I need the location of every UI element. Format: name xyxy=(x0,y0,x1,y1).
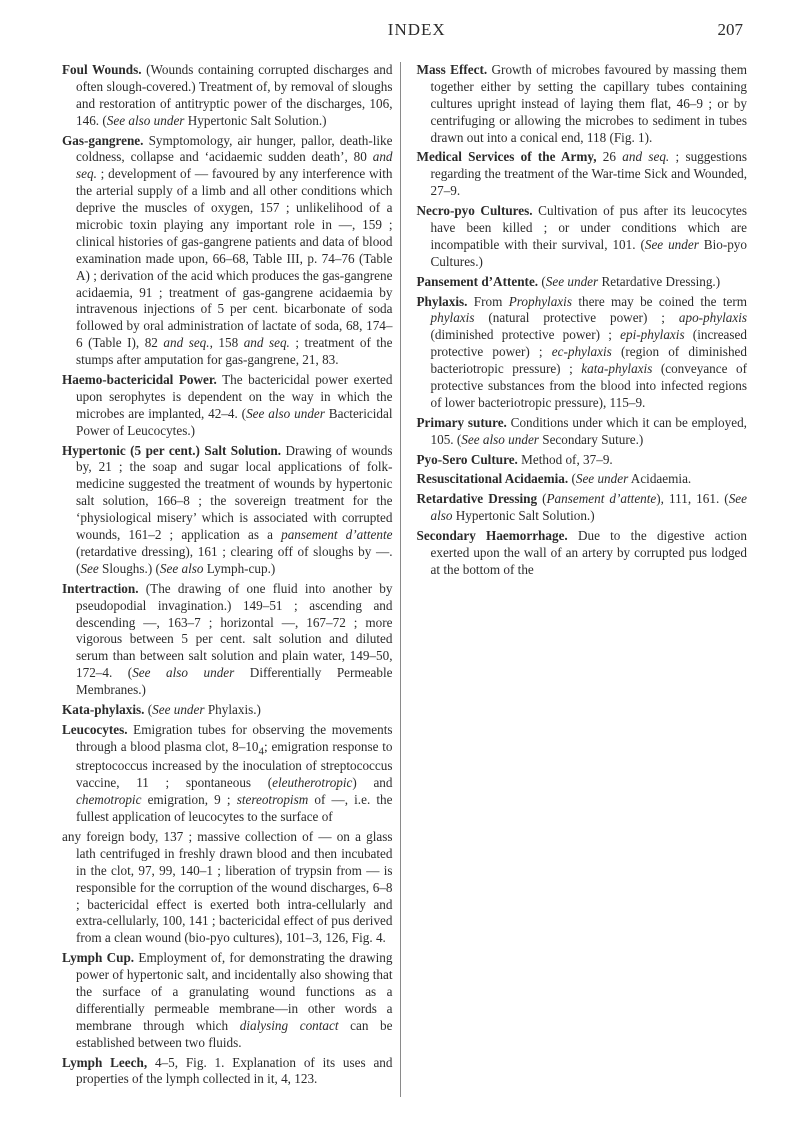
entry-term: Leucocytes. xyxy=(62,722,128,737)
entry-term: Gas-gangrene. xyxy=(62,133,143,148)
entry-body: (See under Retardative Dressing.) xyxy=(538,274,720,289)
index-entry: Retardative Dressing (Pansement d’attent… xyxy=(417,491,748,525)
entry-term: Phylaxis. xyxy=(417,294,468,309)
index-entry: Gas-gangrene. Symptomology, air hunger, … xyxy=(62,133,393,369)
index-entry: Intertraction. (The drawing of one fluid… xyxy=(62,581,393,699)
entry-body: Drawing of wounds by, 21 ; the soap and … xyxy=(76,443,393,576)
entry-term: Lymph Leech, xyxy=(62,1055,147,1070)
entry-term: Secondary Haemorrhage. xyxy=(417,528,568,543)
entry-body: (The drawing of one fluid into another b… xyxy=(76,581,393,697)
header-title: INDEX xyxy=(66,20,718,40)
index-entry: Pyo-Sero Culture. Method of, 37–9. xyxy=(417,452,748,469)
entry-term: Hypertonic (5 per cent.) Salt Solution. xyxy=(62,443,281,458)
entry-term: Medical Services of the Army, xyxy=(417,149,597,164)
index-entry: Secondary Haemorrhage. Due to the digest… xyxy=(417,528,748,579)
entry-body: (See under Acidaemia. xyxy=(568,471,691,486)
entry-term: Resuscitational Acidaemia. xyxy=(417,471,569,486)
entry-body: Method of, 37–9. xyxy=(518,452,613,467)
index-entry: Mass Effect. Growth of microbes favoured… xyxy=(417,62,748,146)
index-page: INDEX 207 Foul Wounds. (Wounds containin… xyxy=(0,0,801,1147)
entry-body: Symptomology, air hunger, pallor, death-… xyxy=(76,133,393,368)
index-entry: Lymph Leech, 4–5, Fig. 1. Explanation of… xyxy=(62,1055,393,1089)
entry-body: any foreign body, 137 ; massive collecti… xyxy=(62,829,393,945)
entry-term: Kata-phylaxis. xyxy=(62,702,144,717)
index-entry: Necro-pyo Cultures. Cultivation of pus a… xyxy=(417,203,748,271)
page-header: INDEX 207 xyxy=(62,20,747,40)
entry-term: Lymph Cup. xyxy=(62,950,134,965)
index-entry: Medical Services of the Army, 26 and seq… xyxy=(417,149,748,200)
entry-term: Primary suture. xyxy=(417,415,507,430)
entry-term: Haemo-bactericidal Power. xyxy=(62,372,217,387)
index-entry: Haemo-bactericidal Power. The bactericid… xyxy=(62,372,393,440)
index-entry: Resuscitational Acidaemia. (See under Ac… xyxy=(417,471,748,488)
index-entry: any foreign body, 137 ; massive collecti… xyxy=(62,829,393,947)
entry-body: (See under Phylaxis.) xyxy=(144,702,261,717)
index-columns: Foul Wounds. (Wounds containing corrupte… xyxy=(62,62,747,1097)
index-entry: Foul Wounds. (Wounds containing corrupte… xyxy=(62,62,393,130)
entry-term: Necro-pyo Cultures. xyxy=(417,203,533,218)
entry-term: Pyo-Sero Culture. xyxy=(417,452,518,467)
index-entry: Lymph Cup. Employment of, for demonstrat… xyxy=(62,950,393,1051)
entry-term: Mass Effect. xyxy=(417,62,488,77)
index-entry: Phylaxis. From Prophylaxis there may be … xyxy=(417,294,748,412)
index-entry: Hypertonic (5 per cent.) Salt Solution. … xyxy=(62,443,393,578)
entry-term: Foul Wounds. xyxy=(62,62,142,77)
entry-term: Pansement d’Attente. xyxy=(417,274,539,289)
index-entry: Primary suture. Conditions under which i… xyxy=(417,415,748,449)
index-entry: Pansement d’Attente. (See under Retardat… xyxy=(417,274,748,291)
entry-term: Retardative Dressing xyxy=(417,491,538,506)
index-entry: Leucocytes. Emigration tubes for observi… xyxy=(62,722,393,826)
index-entry: Kata-phylaxis. (See under Phylaxis.) xyxy=(62,702,393,719)
entry-term: Intertraction. xyxy=(62,581,139,596)
entry-body: Emigration tubes for observing the movem… xyxy=(76,722,393,824)
entry-body: From Prophylaxis there may be coined the… xyxy=(431,294,748,410)
header-page-number: 207 xyxy=(718,20,744,40)
column-divider xyxy=(400,62,401,1097)
